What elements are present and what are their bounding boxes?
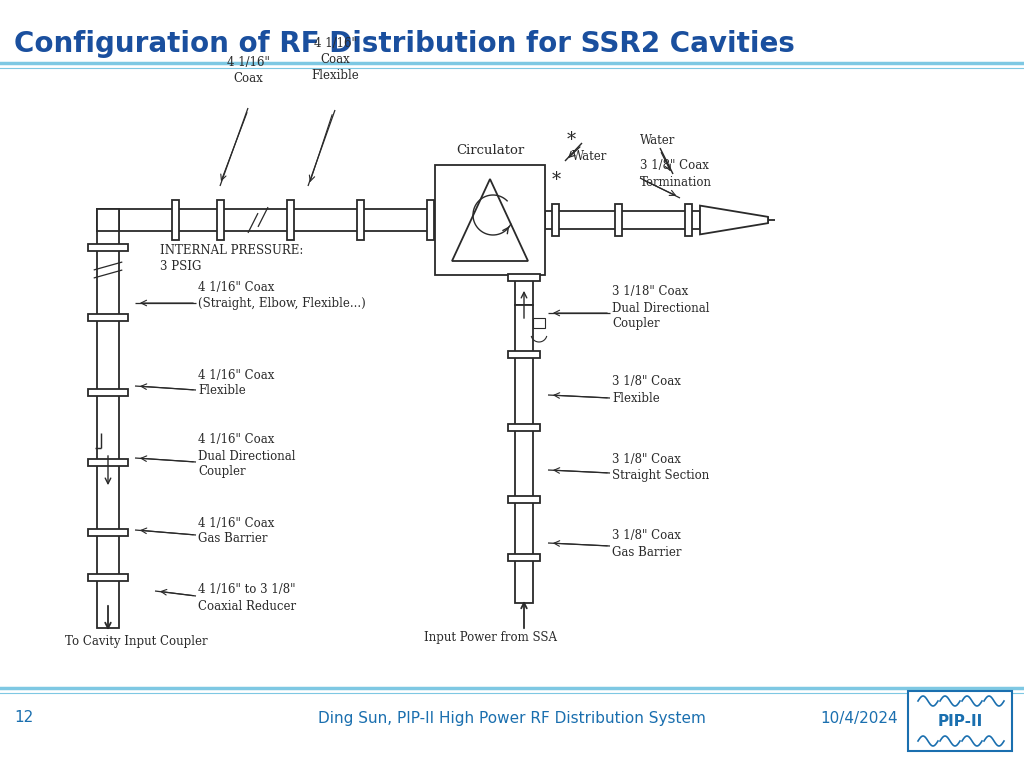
Text: *: *: [552, 171, 561, 189]
Bar: [515, 305, 534, 603]
Bar: [287, 200, 294, 240]
Text: 12: 12: [14, 710, 33, 726]
Polygon shape: [452, 179, 528, 261]
Text: 3 1/8" Coax
Flexible: 3 1/8" Coax Flexible: [612, 376, 681, 405]
Text: To Cavity Input Coupler: To Cavity Input Coupler: [65, 634, 208, 647]
Text: Circulator: Circulator: [456, 144, 524, 157]
Bar: [88, 314, 128, 321]
Text: Water: Water: [640, 134, 676, 147]
Polygon shape: [700, 206, 768, 234]
Text: 4 1/16" Coax
Gas Barrier: 4 1/16" Coax Gas Barrier: [198, 517, 274, 545]
Text: 4 1/16" Coax
Flexible: 4 1/16" Coax Flexible: [198, 369, 274, 398]
Bar: [545, 211, 700, 229]
Text: 4 1/16" Coax
Dual Directional
Coupler: 4 1/16" Coax Dual Directional Coupler: [198, 433, 296, 478]
Text: Configuration of RF Distribution for SSR2 Cavities: Configuration of RF Distribution for SSR…: [14, 30, 795, 58]
Text: Ding Sun, PIP-II High Power RF Distribution System: Ding Sun, PIP-II High Power RF Distribut…: [318, 710, 706, 726]
Bar: [97, 209, 119, 231]
Bar: [552, 204, 559, 237]
Bar: [508, 274, 541, 281]
Bar: [88, 389, 128, 396]
Bar: [615, 204, 622, 237]
Text: 4 1/16" to 3 1/8"
Coaxial Reducer: 4 1/16" to 3 1/8" Coaxial Reducer: [198, 584, 296, 613]
Text: *: *: [567, 131, 577, 149]
Text: 3 1/8" Coax
Straight Section: 3 1/8" Coax Straight Section: [612, 453, 710, 482]
Text: 3 1/8" Coax
Termination: 3 1/8" Coax Termination: [640, 160, 712, 188]
Bar: [435, 165, 545, 275]
Text: INTERNAL PRESSURE:
3 PSIG: INTERNAL PRESSURE: 3 PSIG: [160, 243, 303, 273]
Bar: [508, 351, 541, 358]
Bar: [357, 200, 364, 240]
Text: Water: Water: [572, 150, 607, 163]
Bar: [172, 200, 179, 240]
Bar: [427, 200, 434, 240]
Bar: [508, 554, 541, 561]
Bar: [908, 691, 1012, 751]
Bar: [88, 574, 128, 581]
Text: 4 1/16"
Coax
Flexible: 4 1/16" Coax Flexible: [311, 37, 358, 82]
Bar: [685, 204, 692, 237]
Bar: [88, 529, 128, 536]
Bar: [515, 275, 534, 305]
Bar: [97, 209, 119, 628]
Text: 4 1/16" Coax
(Straight, Elbow, Flexible...): 4 1/16" Coax (Straight, Elbow, Flexible.…: [198, 282, 366, 310]
Text: 10/4/2024: 10/4/2024: [820, 710, 898, 726]
Bar: [88, 459, 128, 466]
Text: 3 1/18" Coax
Dual Directional
Coupler: 3 1/18" Coax Dual Directional Coupler: [612, 286, 710, 330]
Text: 4 1/16"
Coax: 4 1/16" Coax: [226, 56, 269, 85]
Bar: [88, 244, 128, 251]
Bar: [97, 209, 435, 231]
Bar: [217, 200, 224, 240]
Bar: [508, 424, 541, 431]
Bar: [534, 318, 545, 328]
Text: 3 1/8" Coax
Gas Barrier: 3 1/8" Coax Gas Barrier: [612, 529, 682, 558]
Text: Input Power from SSA: Input Power from SSA: [424, 631, 556, 644]
Bar: [508, 496, 541, 503]
Text: PIP-II: PIP-II: [937, 713, 983, 729]
